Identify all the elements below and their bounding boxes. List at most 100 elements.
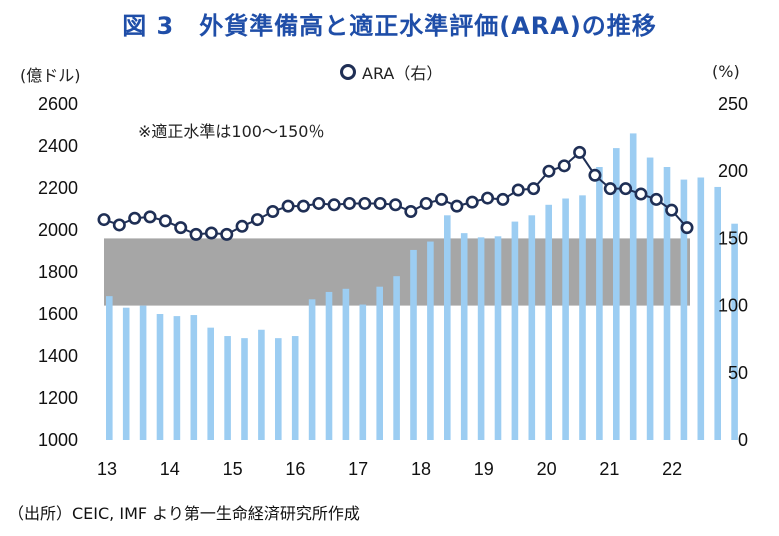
ara-point-38 [680,221,694,235]
bar-26 [545,204,552,440]
left-tick-label: 2000 [38,220,78,240]
ara-point-12 [281,199,295,213]
bar-37 [731,223,738,440]
bar-29 [596,167,603,440]
left-tick-label: 1200 [38,388,78,408]
bar-30 [613,148,620,440]
right-axis-unit: (%) [712,62,740,81]
bar-12 [308,299,316,440]
ara-point-19 [388,198,402,212]
ara-point-15 [327,198,341,212]
ara-point-6 [189,227,203,241]
chart-annotation: ※適正水準は100～150％ [138,122,325,141]
ara-point-24 [465,195,479,209]
bar-5 [190,315,198,440]
left-tick-label: 1000 [38,430,78,450]
left-tick-label: 2600 [38,94,78,114]
left-tick-label: 1400 [38,346,78,366]
ara-point-32 [588,168,602,182]
legend-label: ARA（右） [362,64,443,83]
bar-13 [325,291,333,440]
ara-point-16 [342,196,356,210]
ara-point-30 [557,159,571,173]
bar-15 [359,304,367,440]
bar-24 [511,221,519,440]
bar-21 [460,233,468,440]
bar-2 [139,305,147,440]
bar-18 [410,249,417,440]
bar-1 [122,307,130,440]
bar-20 [444,215,451,440]
bar-0 [106,296,113,440]
ara-point-0 [97,213,111,227]
ara-point-14 [312,196,326,210]
ara-point-26 [496,192,510,206]
right-tick-label: 200 [718,161,748,181]
bar-23 [494,236,502,440]
bar-11 [291,336,299,440]
ara-point-4 [158,214,172,228]
x-tick-label: 14 [160,459,180,479]
bar-33 [663,167,671,440]
left-tick-label: 1600 [38,304,78,324]
ara-point-2 [128,211,142,225]
ara-point-21 [419,196,433,210]
bar-34 [680,179,688,440]
left-tick-label: 2400 [38,136,78,156]
bar-8 [241,338,248,440]
legend-marker-icon [340,64,356,80]
bar-31 [629,133,637,440]
chart-title: 図 3 外貨準備高と適正水準評価(ARA)の推移 [122,12,657,40]
bar-19 [427,241,434,440]
x-tick-label: 16 [285,459,305,479]
ara-point-9 [235,219,249,233]
ara-point-35 [634,187,648,201]
x-tick-label: 22 [662,459,682,479]
ara-point-20 [404,205,418,219]
left-axis-unit: (億ドル) [20,66,81,85]
ara-point-23 [450,199,464,213]
left-tick-label: 1800 [38,262,78,282]
ara-point-8 [220,227,234,241]
source-note: （出所）CEIC, IMF より第一生命経済研究所作成 [8,504,360,523]
ara-point-10 [250,213,264,227]
bar-32 [646,157,654,441]
ara-point-3 [143,210,157,224]
ara-point-34 [619,182,633,196]
bar-9 [258,329,265,440]
bar-6 [207,327,214,440]
right-tick-label: 150 [718,228,748,248]
bar-22 [477,237,485,440]
ara-point-5 [174,221,188,235]
ara-point-1 [112,218,126,232]
ara-point-11 [266,205,280,219]
right-tick-label: 50 [728,363,748,383]
bar-35 [697,177,705,440]
x-tick-label: 17 [348,459,368,479]
ara-point-22 [435,192,449,206]
legend: ARA（右） [340,60,442,84]
bar-27 [562,198,569,440]
bar-17 [393,276,400,440]
bar-14 [342,288,350,440]
ara-point-31 [573,145,587,159]
left-tick-label: 2200 [38,178,78,198]
bar-28 [579,195,586,440]
ara-point-13 [296,199,310,213]
ara-point-7 [204,226,218,240]
x-tick-label: 15 [223,459,243,479]
bar-16 [376,286,383,440]
ara-point-33 [603,182,617,196]
ara-point-17 [358,196,372,210]
x-tick-label: 13 [97,459,117,479]
x-tick-label: 18 [411,459,431,479]
bar-3 [156,314,164,440]
x-tick-label: 20 [537,459,557,479]
ara-point-25 [481,191,495,205]
ara-point-37 [665,203,679,217]
ara-point-29 [542,164,556,178]
right-tick-label: 0 [738,430,748,450]
x-tick-label: 21 [599,459,619,479]
bar-25 [528,215,536,440]
